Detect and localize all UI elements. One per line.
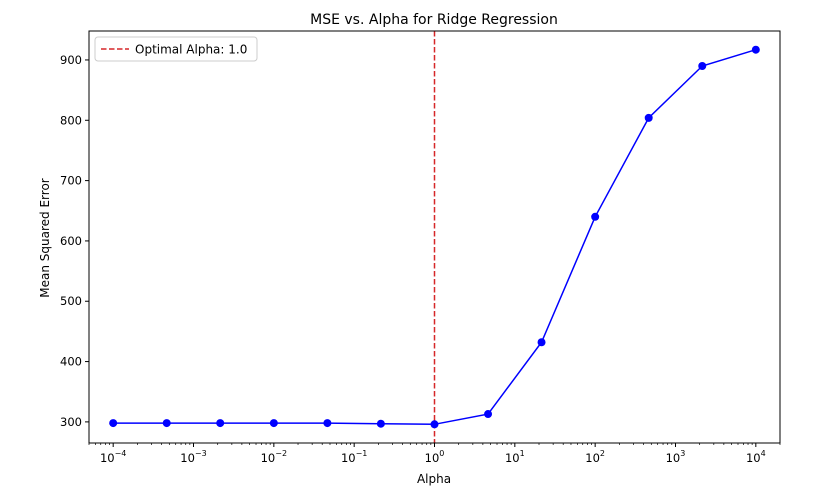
data-point-6: [430, 420, 439, 429]
y-tick-label-5: 800: [60, 113, 82, 127]
y-axis-label: Mean Squared Error: [38, 178, 52, 298]
data-point-9: [591, 212, 600, 221]
data-point-10: [644, 113, 653, 122]
legend: Optimal Alpha: 1.0: [94, 36, 258, 62]
data-point-3: [269, 419, 278, 428]
data-point-8: [537, 338, 546, 347]
data-point-1: [162, 419, 171, 428]
x-tick-label-6: 102: [585, 449, 605, 465]
data-point-5: [376, 419, 385, 428]
y-tick-label-6: 900: [60, 53, 82, 67]
data-point-7: [484, 410, 493, 419]
x-axis-ticks: 10−4 10−3 10−2 10−1 100 101 102 103 104: [88, 443, 781, 465]
y-axis-ticks: 300 400 500 600 700 800 900: [60, 53, 89, 429]
plot-frame: [88, 30, 781, 444]
x-tick-label-1: 10−3: [180, 449, 206, 465]
data-point-2: [216, 419, 225, 428]
data-point-12: [751, 45, 760, 54]
y-tick-label-0: 300: [60, 415, 82, 429]
chart-title: MSE vs. Alpha for Ridge Regression: [310, 12, 558, 28]
x-tick-label-2: 10−2: [261, 449, 287, 465]
legend-box: [94, 36, 258, 62]
x-tick-label-3: 10−1: [341, 449, 367, 465]
x-tick-label-8: 104: [746, 449, 766, 465]
y-tick-label-1: 400: [60, 355, 82, 369]
y-tick-label-3: 600: [60, 234, 82, 248]
y-tick-label-4: 700: [60, 174, 82, 188]
legend-label: Optimal Alpha: 1.0: [135, 43, 247, 57]
data-point-0: [109, 419, 118, 428]
x-tick-label-4: 100: [425, 449, 445, 465]
x-tick-label-5: 101: [505, 449, 525, 465]
y-tick-label-2: 500: [60, 294, 82, 308]
x-tick-label-0: 10−4: [100, 449, 126, 465]
x-tick-label-7: 103: [666, 449, 686, 465]
data-point-4: [323, 419, 332, 428]
series-layer: [109, 45, 760, 429]
data-point-11: [698, 61, 707, 70]
x-axis-label: Alpha: [417, 472, 451, 486]
